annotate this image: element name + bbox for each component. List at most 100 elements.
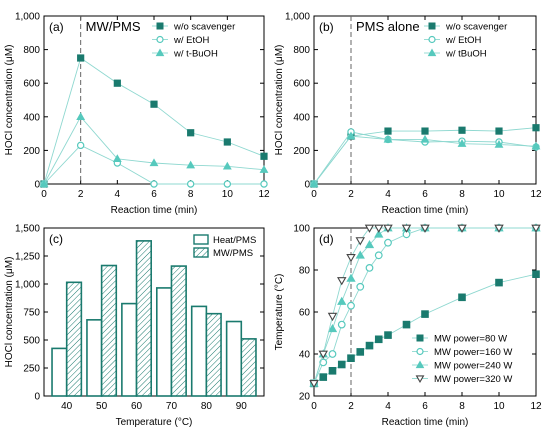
x-axis-label: Reaction time (min): [111, 205, 198, 216]
legend-label: w/ tBuOH: [445, 49, 487, 60]
panel-1: 0 200 400 600 800 1,000 Reaction time (min) HOC…: [274, 12, 542, 217]
x-tick-label: 2: [348, 189, 354, 200]
legend-marker: [428, 22, 436, 30]
panel-label: (b): [319, 20, 334, 34]
data-point: [347, 301, 355, 310]
series-1: [310, 270, 540, 388]
panel-2: 0 250 500 750 1,000 1,250 1,500 Temperature (°C…: [4, 224, 265, 428]
data-point: [364, 239, 375, 249]
data-point: [337, 296, 347, 305]
data-point: [383, 224, 393, 233]
data-point: [355, 250, 365, 259]
data-point: [420, 134, 430, 143]
x-axis-label: Reaction time (min): [382, 205, 469, 216]
x-tick-label: 8: [459, 401, 465, 412]
x-tick-label: 90: [236, 401, 248, 412]
y-tick-label: 600: [23, 79, 40, 90]
legend-label: MW power=240 W: [434, 361, 512, 372]
data-point: [260, 152, 268, 160]
data-point: [532, 124, 540, 132]
panel-0: 0 200 400 600 800 1,000 Reaction time (min) HOC…: [4, 12, 270, 217]
data-point: [186, 180, 195, 188]
y-axis-label: HOCl concentration (μM): [4, 257, 15, 368]
data-point: [531, 141, 541, 150]
x-tick-label: 0: [41, 189, 47, 200]
bar: [51, 347, 68, 397]
data-point: [149, 158, 159, 167]
data-point: [112, 154, 122, 162]
series-4: [309, 224, 541, 389]
legend-label: MW power=320 W: [434, 374, 512, 385]
y-tick-label: 200: [23, 146, 40, 157]
y-tick-label: 1,250: [15, 252, 40, 263]
y-tick-label: 1,000: [15, 280, 40, 291]
data-point: [76, 112, 86, 120]
panel-label: (c): [49, 232, 63, 246]
legend-marker: [155, 48, 165, 57]
series-line: [313, 227, 536, 384]
legend-label: Heat/PMS: [213, 235, 256, 246]
plot-frame: [313, 15, 537, 185]
legend: Heat/PMS MW/PMS: [193, 234, 256, 259]
bar: [65, 281, 83, 397]
y-tick-label: 750: [23, 308, 40, 319]
bar: [205, 312, 222, 397]
legend: w/o scavenger w/ EtOH w/ tBuOH: [424, 22, 507, 60]
data-point: [421, 310, 429, 318]
x-tick-label: 4: [385, 401, 391, 412]
legend-marker: [416, 347, 424, 356]
y-tick-label: 0: [304, 180, 310, 191]
data-point: [328, 367, 337, 375]
x-tick-label: 0: [311, 401, 317, 412]
panel-annotation: MW/PMS: [86, 19, 141, 34]
x-tick-label: 70: [166, 401, 178, 412]
legend-marker: [156, 22, 164, 30]
data-point: [457, 139, 467, 147]
x-tick-label: 6: [151, 189, 157, 200]
bar: [135, 240, 153, 397]
legend-label: w/ EtOH: [173, 35, 210, 46]
bar: [86, 319, 103, 397]
data-point: [355, 237, 365, 246]
legend-label: MW power=160 W: [434, 347, 512, 358]
bar: [190, 305, 208, 397]
data-point: [384, 238, 392, 247]
series-1: [310, 124, 540, 188]
data-point: [365, 264, 374, 272]
data-point: [318, 350, 328, 359]
data-point: [150, 100, 158, 108]
legend-marker: [428, 35, 436, 44]
y-tick-label: 250: [23, 364, 40, 375]
data-point: [150, 180, 158, 188]
y-tick-label: 1,000: [285, 12, 310, 23]
legend-label: w/o scavenger: [445, 22, 507, 33]
y-tick-label: 400: [23, 112, 40, 123]
x-tick-label: 4: [115, 189, 121, 200]
data-point: [260, 180, 268, 188]
data-point: [458, 126, 466, 134]
data-point: [319, 373, 328, 381]
series-3: [309, 131, 541, 188]
data-point: [495, 278, 503, 287]
data-point: [77, 54, 85, 62]
x-tick-label: 6: [422, 189, 428, 200]
data-point: [374, 251, 383, 260]
y-tick-label: 400: [293, 112, 310, 123]
legend-label: w/ t-BuOH: [173, 49, 218, 60]
legend-label: w/ EtOH: [445, 35, 482, 46]
bar: [225, 320, 243, 397]
x-tick-label: 12: [258, 189, 270, 200]
data-point: [222, 161, 232, 170]
y-tick-label: 80: [299, 266, 311, 277]
data-point: [346, 131, 356, 140]
data-point: [337, 360, 346, 369]
x-tick-label: 80: [201, 401, 213, 412]
x-axis-label: Reaction time (min): [382, 417, 469, 428]
legend: MW power=80 W MW power=160 W MW power=240 …: [412, 334, 512, 385]
data-point: [347, 354, 355, 362]
data-point: [346, 254, 356, 263]
data-point: [113, 79, 121, 87]
legend-marker: [427, 48, 437, 57]
data-point: [328, 350, 337, 358]
data-point: [494, 139, 504, 148]
